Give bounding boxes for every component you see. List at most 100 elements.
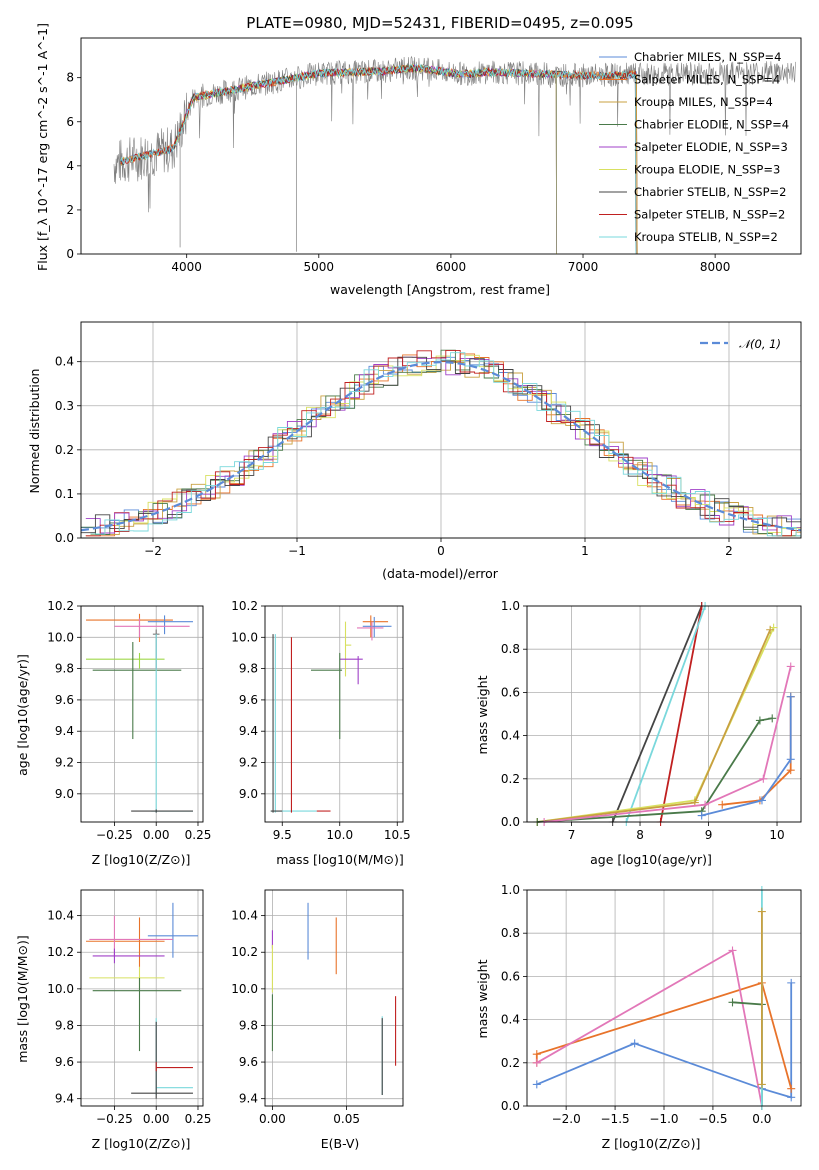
y-tick-label: 1.0	[501, 883, 520, 897]
panel-5-ticks: −0.25 0.00 0.25 9.4 9.6 9.8 10.0 10.2 10.4	[47, 909, 211, 1126]
y-tick-label: 9.4	[55, 724, 74, 738]
mass-weight-line	[732, 1001, 763, 1106]
y-tick-label: 0.0	[55, 531, 74, 545]
panel-6-grid	[265, 890, 403, 1106]
y-tick-label: 9.8	[239, 662, 258, 676]
gaussian-curve	[81, 360, 801, 532]
legend-label: Salpeter STELIB, N_SSP=2	[634, 208, 785, 222]
y-tick-label: 0.4	[55, 355, 74, 369]
x-tick-label: 7	[568, 828, 576, 842]
mass-weight-marker	[757, 1080, 766, 1089]
errorbar	[86, 652, 165, 669]
panel-1-frame	[80, 321, 802, 539]
mass-weight-line	[722, 696, 792, 806]
residual-histogram	[81, 356, 801, 534]
panel-2-frame	[80, 605, 204, 823]
mass-weight-line	[537, 717, 773, 823]
y-tick-label: 1.0	[501, 599, 520, 613]
spectrum-legend: Chabrier MILES, N_SSP=4 Salpeter MILES, N…	[599, 50, 789, 244]
panel-4-lines	[533, 602, 795, 826]
y-tick-label: 10.2	[47, 599, 74, 613]
mass-vs-z-panel: −0.25 0.00 0.25 9.4 9.6 9.8 10.0 10.2 10.4 Z [lo…	[15, 889, 211, 1151]
residual-histograms	[81, 349, 801, 537]
residual-histogram	[85, 356, 801, 534]
x-tick-label: 8000	[700, 260, 731, 274]
y-tick-label: 6	[66, 115, 74, 129]
mass-vs-ebv-panel: 0.00 0.05 9.4 9.6 9.8 10.0 10.2 10.4 E(B-V)	[231, 889, 404, 1151]
y-tick-label: 4	[66, 159, 74, 173]
mass-weight-vs-z-panel: −2.0 −1.5 −1.0 −0.5 0.0 0.0 0.2 0.4 0.6 0.8 1.0 Z …	[475, 883, 802, 1151]
x-tick-label: 0.25	[185, 1112, 212, 1126]
legend-label: Chabrier STELIB, N_SSP=2	[634, 185, 786, 199]
errorbar	[86, 917, 165, 967]
legend-label: Chabrier MILES, N_SSP=4	[634, 50, 781, 64]
y-tick-label: 8	[66, 71, 74, 85]
errorbar	[89, 966, 165, 989]
errorbar	[270, 634, 283, 813]
x-tick-label: −1	[288, 544, 306, 558]
errorbar	[362, 616, 392, 638]
legend-label: Kroupa STELIB, N_SSP=2	[634, 230, 778, 244]
mass-z-ylabel: mass [log10(M/M⊙)]	[15, 935, 30, 1063]
mass-weight-marker	[701, 800, 710, 809]
errorbar	[290, 637, 331, 813]
mass-z-xlabel: Z [log10(Z/Z⊙)]	[92, 1136, 191, 1151]
mass-weight-marker	[787, 1093, 796, 1102]
y-tick-label: 10.4	[47, 909, 74, 923]
panel-0-frame	[80, 37, 802, 255]
y-tick-label: 0.3	[55, 399, 74, 413]
residual-ylabel: Normed distribution	[27, 369, 42, 494]
x-tick-label: 0	[437, 544, 445, 558]
x-tick-label: 4000	[171, 260, 202, 274]
errorbar	[92, 948, 165, 964]
y-tick-label: 9.6	[239, 693, 258, 707]
x-tick-label: 5000	[304, 260, 335, 274]
panel-1-ticks: −2 −1 0 1 2 0.0 0.1 0.2 0.3 0.4	[55, 355, 733, 558]
x-tick-label: −1.5	[601, 1112, 630, 1126]
y-tick-label: 10.0	[231, 982, 258, 996]
panel-3-frame	[264, 605, 404, 823]
errorbar	[155, 1018, 193, 1096]
age-mass-xlabel: mass [log10(M/M⊙)]	[276, 852, 404, 867]
spectrum-xlabel: wavelength [Angstrom, rest frame]	[330, 282, 550, 297]
y-tick-label: 9.2	[239, 756, 258, 770]
y-tick-label: 10.2	[231, 599, 258, 613]
mass-weight-line	[611, 605, 703, 823]
panel-3-ticks: 9.5 10.0 10.5 9.0 9.2 9.4 9.6 9.8 10.0 10.2	[231, 599, 410, 842]
mass-weight-marker	[532, 1058, 541, 1067]
x-tick-label: 10.5	[384, 828, 411, 842]
y-tick-label: 10.0	[231, 630, 258, 644]
panel-7-frame	[526, 889, 802, 1107]
panel-7-lines	[532, 886, 796, 1110]
x-tick-label: 0.05	[333, 1112, 360, 1126]
x-tick-label: 6000	[436, 260, 467, 274]
y-tick-label: 9.4	[239, 1092, 258, 1106]
spectrum-panel: PLATE=0980, MJD=52431, FIBERID=0495, z=0…	[35, 14, 802, 297]
panel-2-errorbars	[86, 613, 193, 813]
model-spectrum-line	[120, 64, 637, 254]
errorbar	[92, 642, 182, 740]
errorbar	[131, 809, 193, 813]
panel-4-ticks: 7 8 9 10 0.0 0.2 0.4 0.6 0.8 1.0	[501, 599, 785, 842]
weight-z-ylabel: mass weight	[475, 959, 490, 1038]
spectrum-ylabel: Flux [f_λ 10^-17 erg cm^-2 s^-1 A^-1]	[35, 23, 50, 271]
errorbar	[92, 977, 182, 1052]
y-tick-label: 10.0	[47, 982, 74, 996]
y-tick-label: 9.8	[239, 1018, 258, 1032]
mass-weight-marker	[786, 692, 795, 701]
y-tick-label: 0.1	[55, 487, 74, 501]
mass-weight-marker	[532, 1080, 541, 1089]
panel-7-grid	[527, 889, 801, 1107]
residual-histogram	[85, 349, 801, 537]
errorbar	[147, 615, 193, 635]
legend-label: 𝒩(0, 1)	[739, 337, 781, 351]
panel-2-grid	[81, 605, 203, 822]
residual-histogram-panel: −2 −1 0 1 2 0.0 0.1 0.2 0.3 0.4 (data-model)/erro…	[27, 321, 802, 581]
mass-weight-line	[544, 666, 792, 823]
x-tick-label: 10.0	[326, 828, 353, 842]
y-tick-label: 9.6	[239, 1055, 258, 1069]
mass-weight-marker	[786, 766, 795, 775]
panel-5-grid	[81, 890, 203, 1106]
residual-histogram	[90, 352, 801, 537]
